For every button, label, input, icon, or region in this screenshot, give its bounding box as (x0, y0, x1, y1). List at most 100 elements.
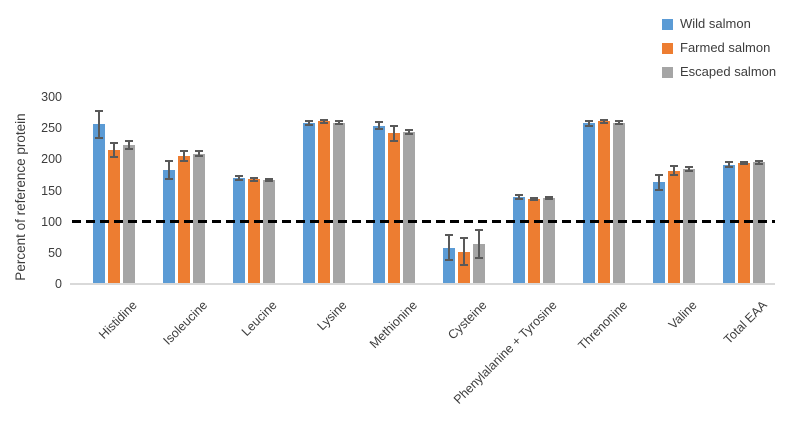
error-bar-cap (515, 197, 523, 200)
y-tick-label: 0 (55, 277, 62, 291)
error-bar-cap (585, 124, 593, 127)
error-bar-cap (390, 124, 398, 127)
bar-farmed-salmon (738, 163, 750, 284)
error-bar-cap (670, 165, 678, 168)
bar-escaped-salmon (683, 168, 695, 284)
error-bar (198, 151, 200, 157)
reference-line-100-percent (72, 220, 775, 224)
error-bar-cap (95, 109, 103, 112)
bar-farmed-salmon (178, 156, 190, 284)
error-bar (128, 141, 130, 149)
legend-item-farmed-salmon: Farmed salmon (662, 40, 776, 56)
bar-escaped-salmon (753, 162, 765, 284)
error-bar (518, 194, 520, 199)
y-tick-label: 50 (48, 245, 62, 260)
x-axis-line (70, 283, 775, 285)
bar-wild-salmon (233, 178, 245, 284)
x-axis-label: Lysine (314, 298, 350, 334)
bar-wild-salmon (723, 164, 735, 284)
legend-item-wild-salmon: Wild salmon (662, 16, 776, 32)
error-bar (253, 178, 255, 181)
error-bar-cap (390, 139, 398, 142)
error-bar-cap (670, 173, 678, 176)
x-axis-label: Cysteine (445, 298, 490, 343)
error-bar-cap (740, 160, 748, 163)
bar-farmed-salmon (528, 199, 540, 284)
error-bar-cap (180, 150, 188, 153)
error-bar-cap (725, 166, 733, 169)
error-bar-cap (250, 177, 258, 180)
error-bar-cap (305, 120, 313, 123)
error-bar (758, 161, 760, 164)
error-bar-cap (655, 188, 663, 191)
error-bar-cap (475, 229, 483, 232)
error-bar-cap (600, 119, 608, 122)
legend: Wild salmon Farmed salmon Escaped salmon (662, 16, 776, 80)
error-bar-cap (585, 119, 593, 122)
legend-label-wild-salmon: Wild salmon (680, 16, 751, 31)
error-bar (603, 120, 605, 123)
error-bar-cap (460, 263, 468, 266)
error-bar-cap (195, 150, 203, 153)
x-axis-label: Valine (666, 298, 700, 332)
bar-farmed-salmon (458, 251, 470, 284)
error-bar-cap (475, 256, 483, 259)
error-bar-cap (375, 120, 383, 123)
error-bar-cap (545, 195, 553, 198)
error-bar-cap (125, 147, 133, 150)
error-bar-cap (655, 173, 663, 176)
error-bar (323, 120, 325, 123)
error-bar-cap (530, 199, 538, 202)
error-bar-cap (755, 162, 763, 165)
y-tick-label: 300 (41, 90, 62, 104)
bar-farmed-salmon (108, 149, 120, 284)
bar-wild-salmon (163, 169, 175, 284)
error-bar (673, 166, 675, 175)
bar-farmed-salmon (388, 133, 400, 284)
legend-label-escaped-salmon: Escaped salmon (680, 64, 777, 79)
bar-escaped-salmon (613, 122, 625, 284)
error-bar (658, 174, 660, 190)
x-axis-label: Leucine (239, 298, 280, 339)
error-bar (408, 130, 410, 134)
bar-escaped-salmon (473, 244, 485, 284)
error-bar-cap (725, 161, 733, 164)
legend-item-escaped-salmon: Escaped salmon (662, 64, 776, 80)
error-bar-cap (265, 180, 273, 183)
error-bar-cap (445, 259, 453, 262)
bar-farmed-salmon (598, 121, 610, 284)
error-bar-cap (445, 234, 453, 237)
bar-farmed-salmon (248, 179, 260, 284)
error-bar-cap (110, 155, 118, 158)
error-bar (183, 151, 185, 162)
error-bar (478, 230, 480, 258)
error-bar-cap (320, 119, 328, 122)
error-bar-cap (600, 121, 608, 124)
y-axis-tick-labels: 0 50 100 150 200 250 300 (0, 90, 62, 291)
bar-wild-salmon (513, 196, 525, 284)
error-bar-cap (165, 160, 173, 163)
error-bar (618, 121, 620, 124)
error-bar-cap (95, 137, 103, 140)
error-bar-cap (195, 155, 203, 158)
error-bar-cap (180, 160, 188, 163)
error-bar (268, 178, 270, 182)
bar-wild-salmon (93, 124, 105, 284)
x-axis-category-labels: Histidine Isoleucine Leucine Lysine Methioni… (72, 284, 775, 441)
error-bar-cap (165, 177, 173, 180)
error-bar-cap (740, 163, 748, 166)
bar-farmed-salmon (668, 170, 680, 284)
error-bar-cap (515, 193, 523, 196)
error-bar (168, 161, 170, 179)
x-axis-label: Threnonine (575, 298, 630, 353)
error-bar (308, 121, 310, 126)
error-bar (393, 125, 395, 141)
y-tick-label: 200 (41, 152, 62, 167)
error-bar-cap (320, 121, 328, 124)
x-axis-label: Total EAA (721, 298, 770, 347)
bar-escaped-salmon (543, 197, 555, 284)
bar-wild-salmon (443, 247, 455, 284)
bar-wild-salmon (303, 123, 315, 284)
error-bar-cap (265, 177, 273, 180)
error-bar (378, 121, 380, 130)
